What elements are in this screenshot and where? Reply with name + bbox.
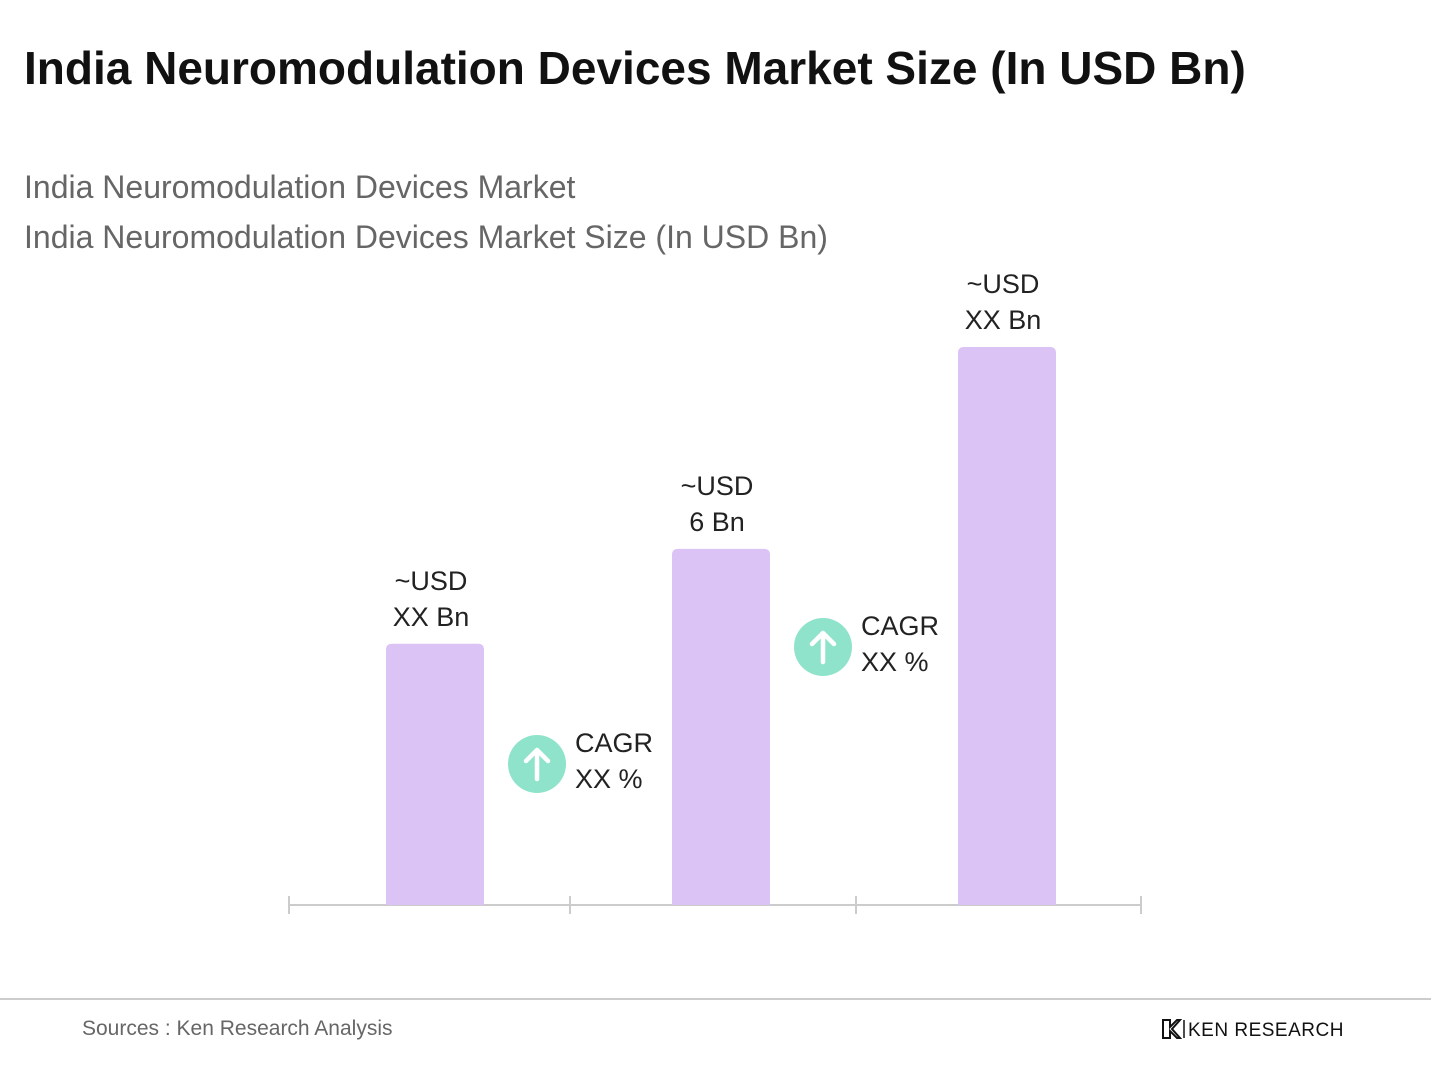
value-label: 6 Bn bbox=[689, 507, 745, 537]
bar bbox=[386, 643, 484, 905]
value-label: XX Bn bbox=[393, 602, 470, 632]
value-label: ~USD bbox=[967, 269, 1040, 299]
cagr-arrow bbox=[523, 747, 551, 782]
cagr-annotation: CAGR XX % bbox=[794, 611, 939, 677]
bar bbox=[958, 347, 1056, 905]
cagr-text: XX % bbox=[861, 647, 929, 677]
value-label: XX Bn bbox=[965, 305, 1042, 335]
cagr-text: XX % bbox=[575, 764, 643, 794]
chart-title: India Neuromodulation Devices Market Siz… bbox=[24, 42, 1246, 94]
cagr-text: CAGR bbox=[575, 728, 653, 758]
bar bbox=[672, 548, 770, 905]
cagr-annotation: CAGR XX % bbox=[508, 728, 653, 794]
subtitle: India Neuromodulation Devices Market Siz… bbox=[24, 219, 828, 255]
value-label: ~USD bbox=[395, 566, 468, 596]
cagr-arrow bbox=[809, 630, 837, 665]
source: Sources : Ken Research Analysis bbox=[82, 1017, 393, 1040]
brand: KEN RESEARCH bbox=[1188, 1020, 1344, 1041]
subtitle: India Neuromodulation Devices Market bbox=[24, 169, 575, 205]
brand-logo: KEN RESEARCH bbox=[1162, 1019, 1344, 1041]
cagr-text: CAGR bbox=[861, 611, 939, 641]
value-label: ~USD bbox=[681, 471, 754, 501]
